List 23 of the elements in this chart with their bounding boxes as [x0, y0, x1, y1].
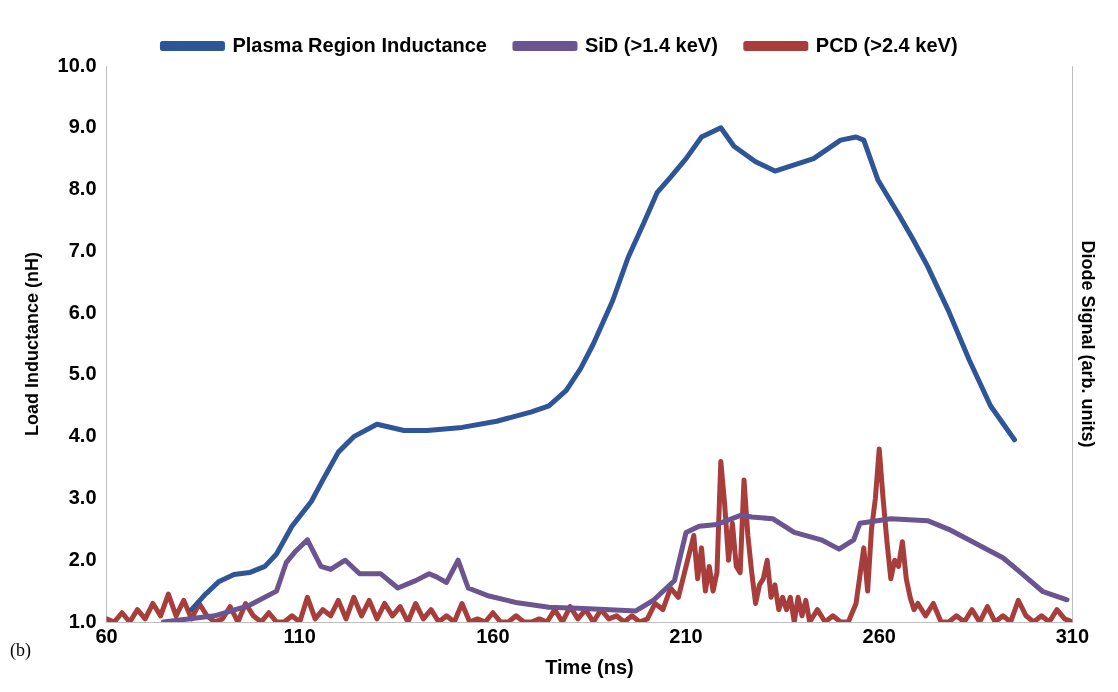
y2-axis-title: Diode Signal (arb. units) [1078, 240, 1099, 448]
x-tick-label: 310 [1055, 624, 1090, 647]
y-axis-title: Load Inductance (nH) [21, 252, 42, 436]
x-tick-label: 210 [669, 624, 703, 647]
y-tick-label: 10.0 [57, 53, 97, 76]
x-tick-label: 60 [95, 624, 118, 647]
y-tick-label: 6.0 [68, 300, 97, 323]
x-tick-label: 110 [283, 624, 316, 647]
y-tick-label: 2.0 [68, 547, 97, 570]
text: (b) [10, 640, 31, 661]
legend-label: Plasma Region Inductance [232, 33, 487, 56]
y-tick-label: 9.0 [68, 115, 97, 138]
y-tick-label: 5.0 [68, 362, 97, 385]
y-tick-label: 1.0 [68, 609, 97, 632]
y-tick-label: 7.0 [68, 238, 97, 261]
y-tick-label: 8.0 [68, 177, 97, 200]
y-tick-label: 3.0 [68, 485, 97, 508]
x-tick-label: 160 [476, 624, 510, 647]
x-tick-label: 260 [862, 624, 896, 647]
y-tick-label: 4.0 [68, 424, 97, 447]
x-axis-title: Time (ns) [545, 655, 634, 678]
legend-label: PCD (>2.4 keV) [815, 33, 958, 56]
legend-label: SiD (>1.4 keV) [584, 33, 718, 56]
